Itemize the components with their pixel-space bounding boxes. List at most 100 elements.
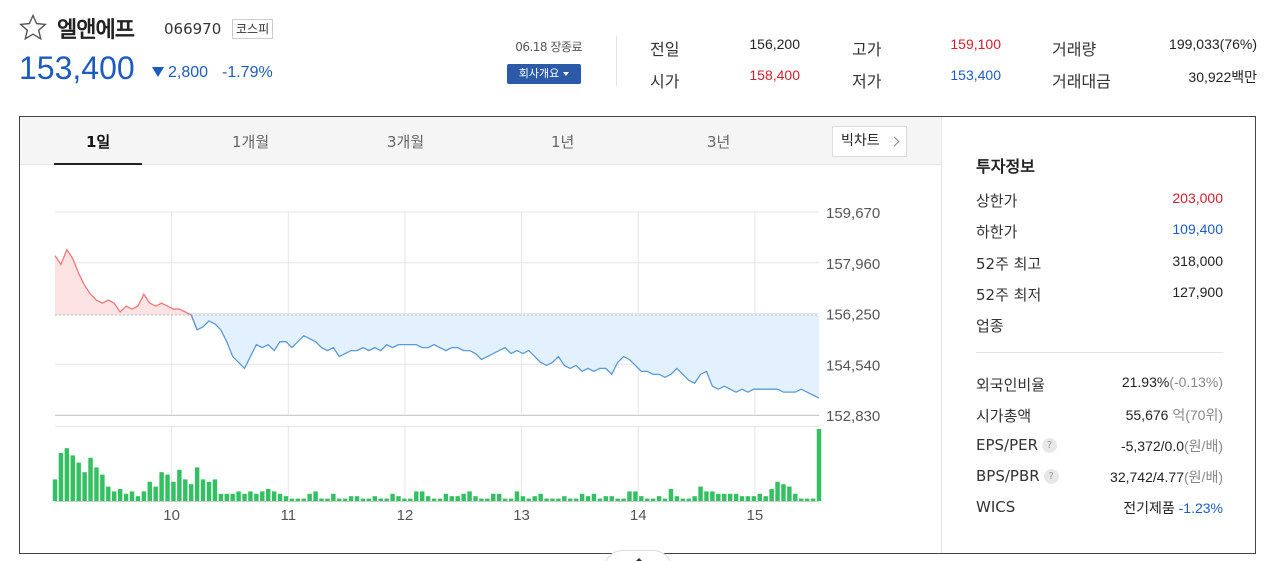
volume-bar (579, 493, 585, 501)
session-status: 06.18 장종료 (515, 40, 582, 54)
volume-bar (437, 498, 443, 501)
volume-bar (633, 491, 638, 501)
upper-limit-value: 203,000 (1172, 190, 1223, 206)
amount-value: 30,922백만 (1188, 69, 1257, 85)
volume-bar (419, 491, 425, 501)
tab-3month[interactable]: 3개월 (387, 133, 425, 151)
volume-bar (313, 491, 318, 501)
market-cap-label: 시가총액 (976, 407, 1032, 425)
down-arrow-icon (152, 67, 164, 77)
volume-bar (455, 496, 460, 501)
volume-bar (425, 496, 431, 501)
favorite-star-icon[interactable] (19, 14, 47, 40)
volume-bar (384, 498, 389, 501)
volume-bar (674, 496, 680, 501)
company-overview-label: 회사개요 (518, 67, 560, 80)
volume-bar (147, 481, 152, 501)
intraday-chart[interactable]: 159,670 157,960 156,250 154,540 152,830 10 11 1… (20, 165, 941, 553)
volume-bar (544, 498, 549, 501)
volume-bar (58, 453, 64, 501)
volume-bar (94, 467, 99, 501)
chevron-right-icon (889, 136, 900, 147)
volume-bar (242, 493, 247, 501)
wics-label: WICS (976, 498, 1016, 516)
bps-pbr-help-icon[interactable]: ? (1043, 469, 1059, 484)
big-chart-label: 빅차트 (841, 133, 880, 149)
tab-1month[interactable]: 1개월 (232, 133, 270, 151)
tab-1year[interactable]: 1년 (551, 133, 575, 151)
volume-bar (159, 472, 164, 501)
eps-per-number: -5,372/0.0 (1120, 438, 1185, 454)
bps-pbr-label-text: BPS/PBR (976, 467, 1040, 485)
volume-bar (639, 496, 644, 501)
volume-bar (265, 489, 271, 501)
volume-bar (532, 496, 537, 501)
company-overview-button[interactable]: 회사개요 (507, 64, 581, 84)
market-badge: 코스피 (232, 19, 274, 39)
foreign-ratio-label: 외국인비율 (976, 376, 1046, 394)
x-tick-label: 15 (747, 507, 764, 524)
market-cap-number: 55,676 (1125, 407, 1169, 423)
volume-bar (289, 498, 295, 501)
volume-bar (390, 493, 395, 501)
volume-bar (277, 493, 283, 501)
volume-bar (810, 498, 816, 501)
wics-sector[interactable]: 전기제품 (1123, 500, 1175, 516)
big-chart-button[interactable]: 빅차트 (832, 126, 907, 157)
volume-bar (763, 496, 768, 501)
volume-bar (680, 498, 686, 501)
price-line-down (190, 314, 820, 399)
volume-bar (449, 496, 455, 501)
foreign-ratio-number: 21.93% (1121, 374, 1170, 390)
low-value: 153,400 (950, 67, 1001, 83)
volume-bar (692, 496, 697, 501)
week52-high-label: 52주 최고 (976, 255, 1042, 273)
volume-bar (64, 448, 70, 501)
volume-bar (177, 469, 182, 501)
volume-bar (526, 498, 532, 501)
volume-bar (585, 496, 591, 501)
volume-bar (568, 498, 573, 501)
collapse-toggle[interactable] (603, 550, 673, 561)
volume-bar (597, 498, 603, 501)
volume-bar (757, 493, 762, 501)
volume-bar (248, 491, 253, 501)
tab-1day[interactable]: 1일 (86, 133, 111, 151)
high-value: 159,100 (950, 36, 1001, 52)
volume-bar (662, 498, 668, 501)
eps-per-unit: (원/배) (1184, 438, 1223, 454)
volume-bar (461, 493, 466, 501)
volume-bar (769, 489, 774, 501)
eps-per-label: EPS/PER? (976, 436, 1058, 454)
amount-label: 거래대금 (1052, 72, 1111, 91)
volume-bar (112, 491, 117, 501)
volume-bar (378, 498, 383, 501)
volume-bar (496, 493, 502, 501)
foreign-ratio-change: (-0.13%) (1169, 374, 1223, 390)
volume-bar (573, 498, 579, 501)
prev-close-value: 156,200 (749, 36, 800, 52)
volume-bar (123, 493, 129, 501)
volume-bar (627, 491, 632, 501)
volume-bar (88, 457, 93, 501)
active-tab-indicator (54, 163, 142, 165)
volume-bar (141, 491, 147, 501)
open-value: 158,400 (749, 67, 800, 83)
volume-bar (722, 493, 727, 501)
tab-3year[interactable]: 3년 (707, 133, 731, 151)
volume-bar (473, 496, 478, 501)
volume-bar (520, 496, 526, 501)
volume-bar (254, 493, 259, 501)
volume-bar (414, 491, 419, 501)
volume-bar (165, 474, 170, 501)
volume-bar (188, 484, 194, 501)
x-tick-label: 12 (397, 507, 414, 524)
volume-bar (402, 498, 407, 501)
volume-bar (206, 481, 212, 501)
y-tick-label: 156,250 (826, 307, 880, 324)
volume-bar (271, 491, 277, 501)
eps-per-help-icon[interactable]: ? (1042, 438, 1058, 453)
volume-bar (396, 496, 401, 501)
volume-bar (260, 491, 265, 501)
volume-bar (804, 498, 810, 501)
